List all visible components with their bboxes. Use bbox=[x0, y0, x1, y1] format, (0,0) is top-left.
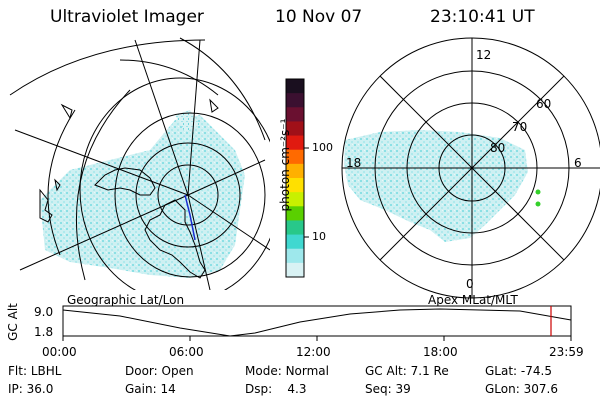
colorbar bbox=[286, 79, 304, 278]
mlat-label-80: 80 bbox=[490, 141, 506, 155]
colorbar-segment bbox=[286, 163, 304, 179]
left-map-caption: Geographic Lat/Lon bbox=[67, 293, 185, 307]
info-seq: Seq: 39 bbox=[365, 382, 411, 396]
satellite-track bbox=[184, 194, 196, 241]
colorbar-segment bbox=[286, 135, 304, 151]
info-door: Door: Open bbox=[125, 364, 194, 378]
colorbar-tick-10: 10 bbox=[312, 230, 326, 243]
timeline-x-tick-2359: 23:59 bbox=[549, 345, 584, 359]
colorbar-segment bbox=[286, 79, 304, 94]
info-flt: Flt: LBHL bbox=[8, 364, 62, 378]
timeline-x-tick-0000: 00:00 bbox=[42, 345, 77, 359]
mlt-label-0: 0 bbox=[466, 277, 474, 291]
instrument-title: Ultraviolet Imager bbox=[50, 7, 204, 27]
time-label: 23:10:41 UT bbox=[430, 7, 535, 27]
colorbar-segment bbox=[286, 93, 304, 108]
polar-grid bbox=[341, 37, 600, 299]
coastline bbox=[144, 199, 206, 279]
mlt-label-6: 6 bbox=[574, 156, 582, 170]
colorbar-segment bbox=[286, 107, 304, 122]
mlat-label-70: 70 bbox=[512, 120, 528, 134]
colorbar-segment bbox=[286, 206, 304, 221]
mlt-label-12: 12 bbox=[476, 48, 492, 62]
right-map-caption: Apex MLat/MLT bbox=[428, 293, 518, 307]
geographic-map bbox=[9, 37, 270, 290]
altitude-curve bbox=[62, 308, 572, 337]
info-gain: Gain: 14 bbox=[125, 382, 176, 396]
earth-limb bbox=[79, 77, 270, 290]
colorbar-segment bbox=[286, 149, 304, 165]
mlat-label-60: 60 bbox=[536, 97, 552, 111]
timeline-y-tick-9: 9.0 bbox=[34, 305, 54, 319]
colorbar-segment bbox=[286, 121, 304, 137]
info-glon: GLon: 307.6 bbox=[485, 382, 558, 396]
timeline-y-label: GC Alt bbox=[5, 303, 20, 341]
mlt-label-18: 18 bbox=[346, 156, 362, 170]
info-gc-alt: GC Alt: 7.1 Re bbox=[365, 364, 449, 378]
colorbar-segment bbox=[286, 262, 304, 278]
info-mode: Mode: Normal bbox=[245, 364, 329, 378]
timeline-x-tick-1800: 18:00 bbox=[423, 345, 458, 359]
timeline-x-tick-0600: 06:00 bbox=[169, 345, 204, 359]
info-dsp: Dsp: 4.3 bbox=[245, 382, 307, 396]
date-label: 10 Nov 07 bbox=[275, 7, 363, 27]
colorbar-segment bbox=[286, 192, 304, 207]
colorbar-segment bbox=[286, 178, 304, 193]
timeline-y-tick-1-8: 1.8 bbox=[34, 325, 54, 339]
info-glat: GLat: -74.5 bbox=[485, 364, 552, 378]
colorbar-segment bbox=[286, 220, 304, 236]
colorbar-segment bbox=[286, 234, 304, 250]
timeline-x-tick-1200: 12:00 bbox=[296, 345, 331, 359]
info-ip: IP: 36.0 bbox=[8, 382, 54, 396]
colorbar-tick-100: 100 bbox=[312, 141, 333, 154]
colorbar-segment bbox=[286, 248, 304, 264]
